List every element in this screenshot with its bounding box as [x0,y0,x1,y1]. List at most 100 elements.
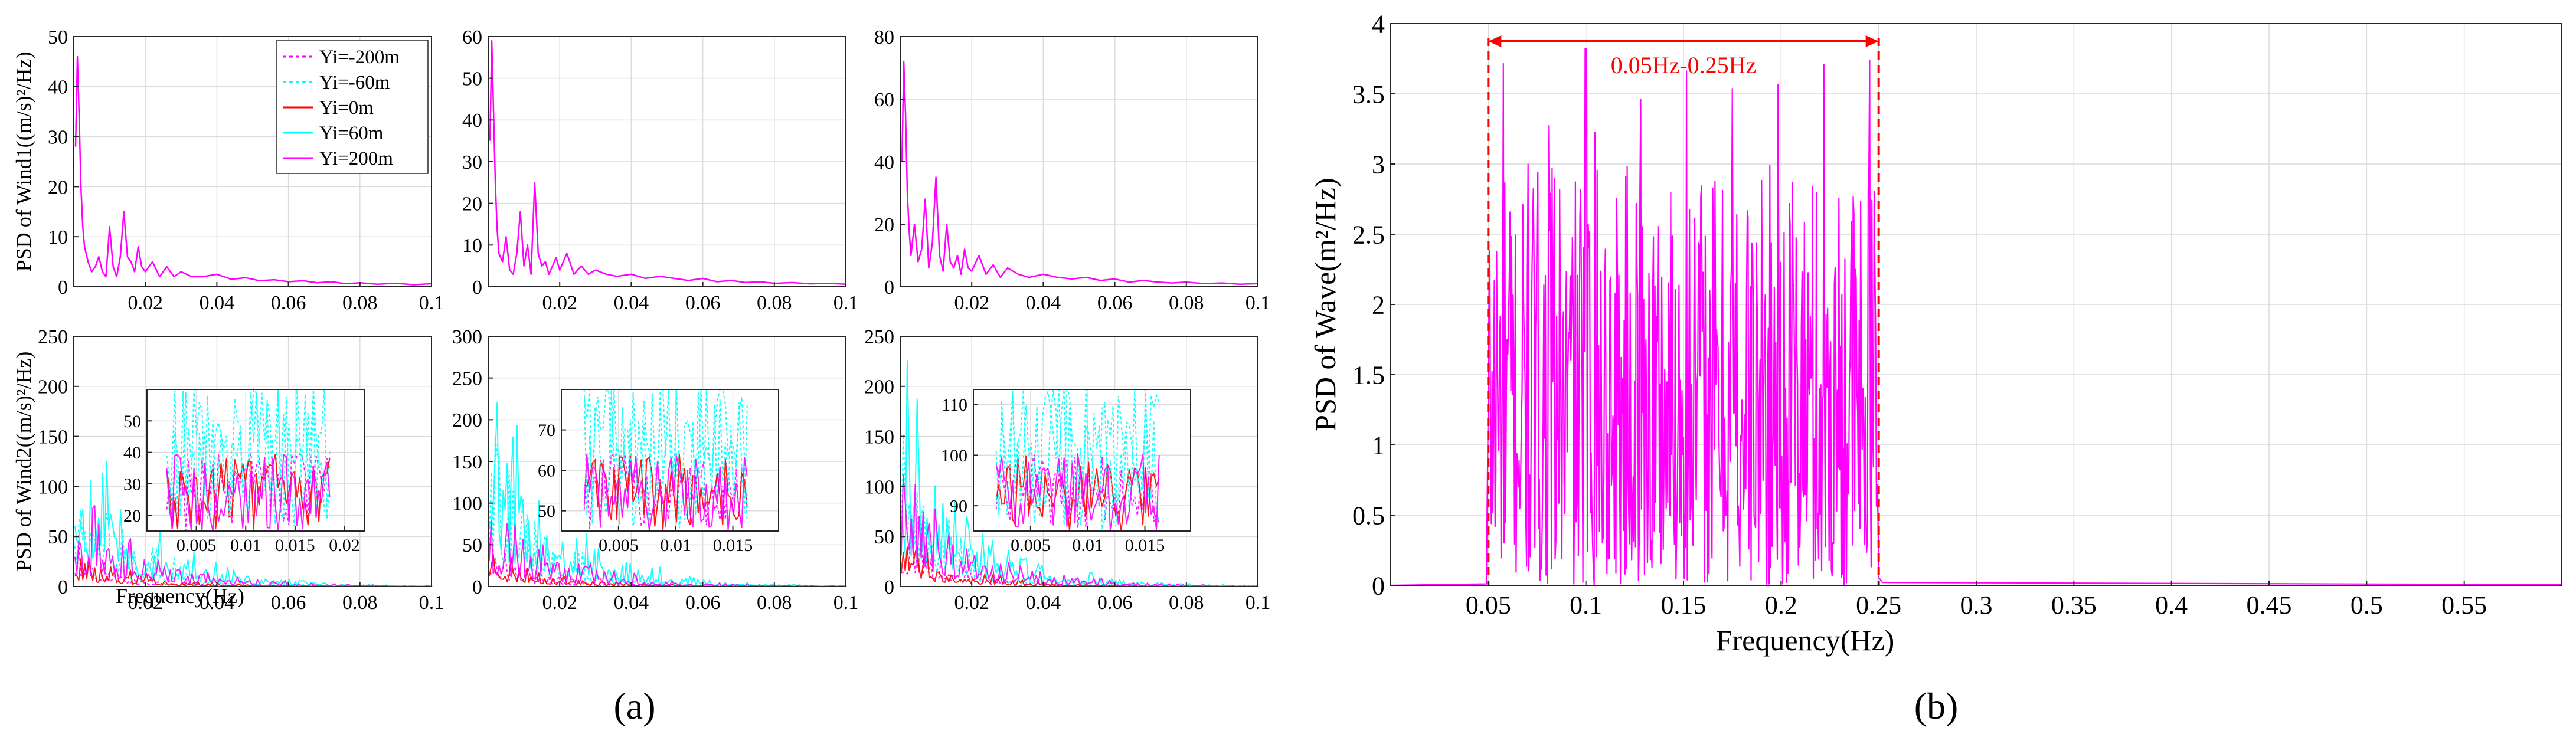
b-ytick-label-8: 4 [1372,9,1385,38]
a_top_2-xtick-label-0: 0.02 [542,292,577,314]
a_bot_1-xtick-label-3: 0.08 [342,592,378,614]
a_bot_2-inset-ytick-label-0: 50 [538,502,555,521]
a_top_2-xtick-label-3: 0.08 [757,292,792,314]
a_bot_3-inset-ytick-label-0: 90 [950,497,967,516]
a_top_1-xtick-label-4: 0.1 [419,292,444,314]
a_top_3-ytick-label-0: 0 [884,277,894,299]
a_bot_3-xtick-label-2: 0.06 [1097,592,1133,614]
a_bot_2-inset-ytick-label-2: 70 [538,421,555,440]
a_top_1-ytick-label-5: 50 [48,27,68,48]
a_bot_1-inset-ytick-label-1: 30 [123,475,141,494]
panel-b-label: (b) [1914,685,1959,727]
a_bot_2-ytick-label-1: 50 [462,535,482,556]
b-ytick-label-6: 3 [1372,150,1385,179]
a_bot_2-inset-series-4 [583,453,748,531]
legend-entry-4: Yi=200m [319,148,393,169]
a_bot_2-inset-series-1 [583,388,748,529]
legend-entry-0: Yi=-200m [319,47,400,68]
a_bot_3-series-line-4 [900,474,1259,587]
a_top_3-xtick-label-3: 0.08 [1169,292,1204,314]
a_top_2-xtick-label-4: 0.1 [833,292,859,314]
b-xtick-label-10: 0.55 [2441,591,2487,620]
a_bot_3-inset-xtick-label-2: 0.015 [1125,536,1165,555]
b-group: 0.05Hz-0.25Hz 0.05 0.1 0.15 0.2 0.25 0.3 0.35 0.… [1352,9,2562,620]
a_bot_2-xtick-label-4: 0.1 [833,592,859,614]
a_bot_3-xtick-label-3: 0.08 [1169,592,1204,614]
a_bot_1-inset-ytick-label-2: 40 [123,443,141,463]
a_top_1-ytick-label-3: 30 [48,127,68,149]
a_bot_2-ytick-label-0: 0 [472,576,482,598]
a_top_1-series-line-0 [74,55,432,286]
a_bot_3-ytick-label-3: 150 [864,427,894,448]
a_top_3-ytick-label-1: 20 [874,214,894,236]
a_top_1-ytick-label-0: 0 [58,277,68,299]
a_top_2-xtick-label-1: 0.04 [614,292,649,314]
a_bot_1-inset-xtick-label-3: 0.02 [329,536,360,555]
a_bot_3-ytick-label-2: 100 [864,476,894,498]
a_bot_1-ytick-label-5: 250 [38,326,68,348]
a_bot_1-inset-series-4 [166,453,331,532]
a_bot_3-xtick-label-4: 0.1 [1245,592,1271,614]
a_bot_2-inset-xtick-label-0: 0.005 [599,536,639,555]
a_bot_1-inset-xtick-label-1: 0.01 [230,536,261,555]
a_bot_2-inset-ytick-label-1: 60 [538,461,555,481]
b-xtick-label-1: 0.1 [1570,591,1602,620]
a_top_3-xtick-label-0: 0.02 [954,292,989,314]
a_top_2-ytick-label-6: 60 [462,27,482,48]
b-ytick-label-5: 2.5 [1352,220,1385,249]
a_bot_2-group: 0.02 0.04 0.06 0.08 0.1 0 50 100 150 200 250 300 0.0… [452,326,858,614]
a_top_3-group: 0.02 0.04 0.06 0.08 0.1 0 20 40 60 80 [874,27,1270,314]
a_bot_3-inset-ytick-label-1: 100 [941,446,967,466]
legend-entry-3: Yi=60m [319,123,384,144]
a_bot_1-inset: 0.005 0.01 0.015 0.02 20 30 40 50 [123,388,365,555]
b-xtick-label-7: 0.4 [2155,591,2188,620]
a_top_2-series-line-0 [489,40,846,286]
a_top_3-xtick-label-4: 0.1 [1245,292,1271,314]
a_bot_2-inset-frame [561,389,779,532]
a-bottom-ylabel: PSD of Wind2((m/s)²/Hz) [12,352,35,572]
a_bot_3-frame [900,336,1258,587]
a_top_2-ytick-label-2: 20 [462,194,482,215]
a_top_2-ytick-label-0: 0 [472,277,482,299]
a_bot_3-ytick-label-5: 250 [864,326,894,348]
a_bot_1-inset-ytick-label-3: 50 [123,412,141,431]
a_bot_1-frame [73,336,432,587]
a_bot_3-inset-plot-background [973,389,1191,531]
a_bot_2-xtick-label-3: 0.08 [757,592,792,614]
a_bot_3-xtick-label-0: 0.02 [954,592,989,614]
b-ytick-label-4: 2 [1372,290,1385,319]
a_bot_2-ytick-label-2: 100 [452,493,482,515]
b-series-line-0 [1390,48,2562,586]
b-xtick-label-4: 0.25 [1856,591,1901,620]
a_bot_3-inset-xtick-label-1: 0.01 [1072,536,1103,555]
a_top_1-xtick-label-0: 0.02 [128,292,163,314]
a_bot_3-inset-series-0 [995,454,1160,528]
a_bot_1-ytick-label-0: 0 [58,576,68,598]
b-ylabel: PSD of Wave(m²/Hz) [1309,178,1342,431]
a_top_2-ytick-label-5: 50 [462,68,482,90]
b-ytick-label-1: 0.5 [1352,501,1385,530]
a_top_2-ytick-label-3: 30 [462,152,482,173]
a_bot_1-ytick-label-1: 50 [48,526,68,548]
a_bot_1-xtick-label-2: 0.06 [271,592,306,614]
panel-a-label: (a) [613,685,655,727]
a_bot_2-ytick-label-6: 300 [452,326,482,348]
a-bottom-xlabel: Frequency(Hz) [116,584,244,608]
b-xtick-label-3: 0.2 [1765,591,1797,620]
a_bot_1-inset-frame [146,389,365,532]
a_bot_1-inset-ytick-label-0: 20 [123,506,141,526]
a_bot_1-xtick-label-4: 0.1 [419,592,444,614]
a_bot_1-ytick-label-4: 200 [38,376,68,398]
a_bot_2-ytick-label-3: 150 [452,451,482,473]
a_top_1-ytick-label-1: 10 [48,227,68,248]
a_bot_2-xtick-label-2: 0.06 [685,592,721,614]
a_bot_2-ytick-label-4: 200 [452,409,482,431]
a_top_1-xtick-label-3: 0.08 [342,292,378,314]
b-ytick-label-2: 1 [1372,431,1385,460]
a_bot_1-series-line-4 [74,505,433,587]
a_bot_3-inset-xtick-label-0: 0.005 [1011,536,1051,555]
